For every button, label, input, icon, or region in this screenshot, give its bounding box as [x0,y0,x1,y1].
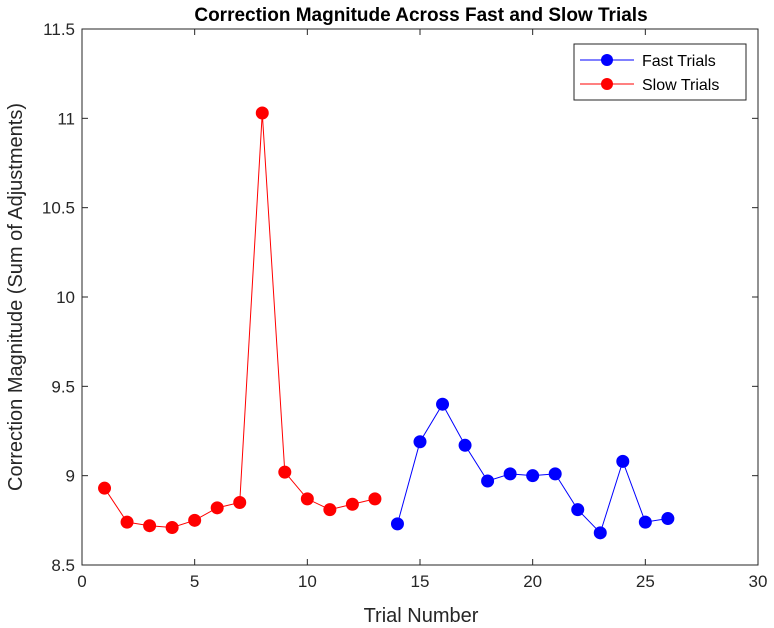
data-point [661,512,675,526]
data-point [481,474,495,488]
data-point [436,397,450,411]
legend-item: Fast Trials [580,53,716,70]
x-tick-label: 30 [749,572,768,591]
legend-marker [601,78,613,90]
data-point [143,519,157,533]
x-tick-label: 10 [298,572,317,591]
legend-label: Fast Trials [642,53,716,70]
data-point [233,495,247,509]
data-point [255,106,269,120]
legend-box [573,43,747,101]
chart-title: Correction Magnitude Across Fast and Slo… [194,5,647,26]
legend-item: Slow Trials [580,77,719,94]
data-point [458,438,472,452]
data-point [278,465,292,479]
data-point [188,513,202,527]
series-fast [390,397,675,540]
y-tick-label: 9.5 [51,377,75,396]
data-point [210,501,224,515]
legend: Fast Trials Slow Trials [573,43,747,101]
data-point [323,503,337,517]
y-tick-label: 10.5 [42,199,75,218]
data-point [345,497,359,511]
x-tick-label: 0 [77,572,86,591]
data-point [300,492,314,506]
y-tick-label: 10 [56,288,75,307]
data-point [548,467,562,481]
data-point [165,520,179,534]
y-tick-label: 11.5 [43,20,75,39]
data-point [571,503,585,517]
data-point [638,515,652,529]
axes-box [81,28,759,566]
y-tick-label: 9 [66,467,75,486]
legend-label: Slow Trials [642,77,719,94]
x-tick-label: 20 [523,572,542,591]
data-point [368,492,382,506]
x-tick-label: 15 [411,572,430,591]
data-point [98,481,112,495]
data-point [526,469,540,483]
data-point [390,517,404,531]
data-point [413,435,427,449]
series-layer [98,106,675,540]
data-point [120,515,134,529]
series-slow [98,106,382,534]
x-tick-label: 25 [636,572,655,591]
y-tick-label: 8.5 [51,556,75,575]
data-point [593,526,607,540]
y-axis-label: Correction Magnitude (Sum of Adjustments… [5,103,27,491]
y-axis: 8.5 9 9.5 10 10.5 11 11.5 [42,20,758,575]
y-tick-label: 11 [57,109,75,128]
plot-area [81,28,759,566]
x-axis-label: Trial Number [364,605,479,627]
legend-marker [601,54,613,66]
data-point [616,454,630,468]
x-tick-label: 5 [190,572,199,591]
x-axis: 0 5 10 15 20 25 30 [77,29,767,591]
data-point [503,467,517,481]
